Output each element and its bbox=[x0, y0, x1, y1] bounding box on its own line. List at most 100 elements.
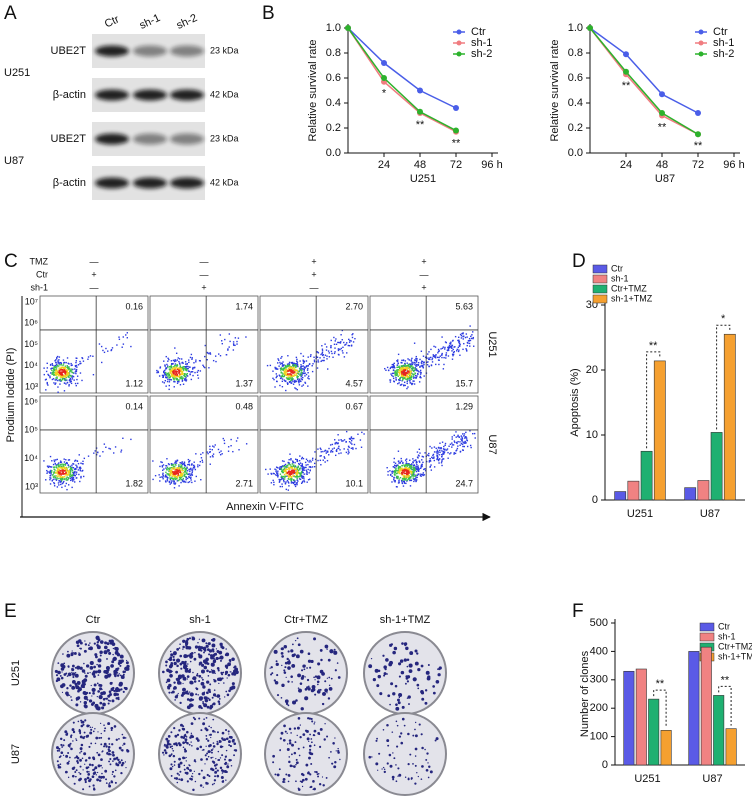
colony bbox=[180, 778, 183, 781]
event-dot bbox=[464, 446, 465, 447]
event-dot bbox=[405, 372, 406, 373]
event-dot bbox=[210, 451, 211, 452]
colony bbox=[111, 743, 113, 745]
event-dot bbox=[303, 360, 304, 361]
colony bbox=[98, 737, 100, 739]
event-dot bbox=[323, 460, 324, 461]
colony bbox=[99, 687, 102, 690]
colony bbox=[292, 643, 294, 645]
event-dot bbox=[401, 384, 402, 385]
colony bbox=[125, 761, 126, 762]
event-dot bbox=[303, 363, 304, 364]
colony bbox=[215, 696, 216, 697]
event-dot bbox=[162, 381, 163, 382]
event-dot bbox=[186, 363, 187, 364]
event-dot bbox=[171, 379, 172, 380]
colony bbox=[185, 661, 187, 663]
event-dot bbox=[385, 370, 386, 371]
colony bbox=[223, 682, 225, 684]
event-dot bbox=[171, 374, 172, 375]
colony bbox=[204, 777, 206, 779]
colony bbox=[182, 646, 185, 649]
colony bbox=[82, 737, 85, 740]
event-dot bbox=[289, 467, 290, 468]
colony bbox=[378, 675, 381, 678]
quadrant-value: 0.14 bbox=[125, 401, 143, 411]
colony bbox=[84, 692, 87, 695]
event-dot bbox=[412, 477, 413, 478]
dish bbox=[364, 632, 446, 714]
colony bbox=[203, 787, 204, 788]
colony bbox=[201, 770, 203, 772]
event-dot bbox=[180, 384, 181, 385]
colony bbox=[126, 660, 127, 661]
event-dot bbox=[414, 364, 415, 365]
colony bbox=[84, 672, 85, 673]
colony bbox=[95, 743, 97, 745]
event-dot bbox=[457, 349, 458, 350]
event-dot bbox=[167, 381, 168, 382]
event-dot bbox=[72, 369, 73, 370]
event-dot bbox=[436, 459, 437, 460]
colony bbox=[427, 677, 431, 681]
event-dot bbox=[447, 350, 448, 351]
event-dot bbox=[299, 478, 300, 479]
colony bbox=[104, 727, 106, 729]
event-dot bbox=[56, 465, 57, 466]
colony bbox=[210, 737, 211, 738]
colony bbox=[182, 728, 185, 731]
x-tick-label: U87 bbox=[702, 773, 722, 785]
event-dot bbox=[396, 486, 397, 487]
colony bbox=[117, 672, 119, 674]
colony bbox=[233, 742, 236, 745]
colony bbox=[114, 725, 117, 728]
colony bbox=[96, 779, 98, 781]
colony bbox=[77, 644, 80, 647]
colony bbox=[109, 782, 111, 784]
colony bbox=[213, 679, 215, 681]
colony bbox=[202, 701, 204, 703]
event-dot bbox=[331, 340, 332, 341]
colony bbox=[313, 637, 316, 640]
colony bbox=[307, 679, 309, 681]
colony bbox=[92, 784, 94, 786]
colony bbox=[226, 677, 227, 678]
event-dot bbox=[449, 345, 450, 346]
legend-marker bbox=[699, 52, 704, 57]
event-dot bbox=[418, 468, 419, 469]
event-dot bbox=[221, 340, 222, 341]
event-dot bbox=[80, 463, 81, 464]
event-dot bbox=[297, 372, 298, 373]
event-dot bbox=[66, 479, 67, 480]
event-dot bbox=[174, 347, 175, 348]
event-dot bbox=[182, 380, 183, 381]
colony bbox=[295, 780, 297, 782]
event-dot bbox=[389, 470, 390, 471]
event-dot bbox=[55, 477, 56, 478]
colony bbox=[97, 696, 98, 697]
significance: ** bbox=[658, 121, 667, 133]
treatment-sign: + bbox=[311, 269, 316, 279]
colony bbox=[79, 667, 82, 670]
colony bbox=[174, 777, 176, 779]
event-dot bbox=[283, 481, 284, 482]
event-dot bbox=[45, 479, 46, 480]
event-dot bbox=[215, 444, 216, 445]
event-dot bbox=[70, 478, 71, 479]
event-dot bbox=[349, 441, 350, 442]
colony bbox=[218, 751, 219, 752]
series-line bbox=[590, 28, 698, 134]
event-dot bbox=[273, 482, 274, 483]
event-dot bbox=[57, 476, 58, 477]
colony bbox=[186, 731, 189, 734]
event-dot bbox=[298, 380, 299, 381]
colony bbox=[225, 652, 229, 656]
colony bbox=[207, 774, 209, 776]
colony bbox=[197, 642, 198, 643]
colony bbox=[209, 744, 212, 747]
colony bbox=[188, 646, 192, 650]
y-tick-label: 400 bbox=[590, 645, 608, 657]
event-dot bbox=[175, 479, 176, 480]
event-dot bbox=[64, 476, 65, 477]
event-dot bbox=[104, 352, 105, 353]
